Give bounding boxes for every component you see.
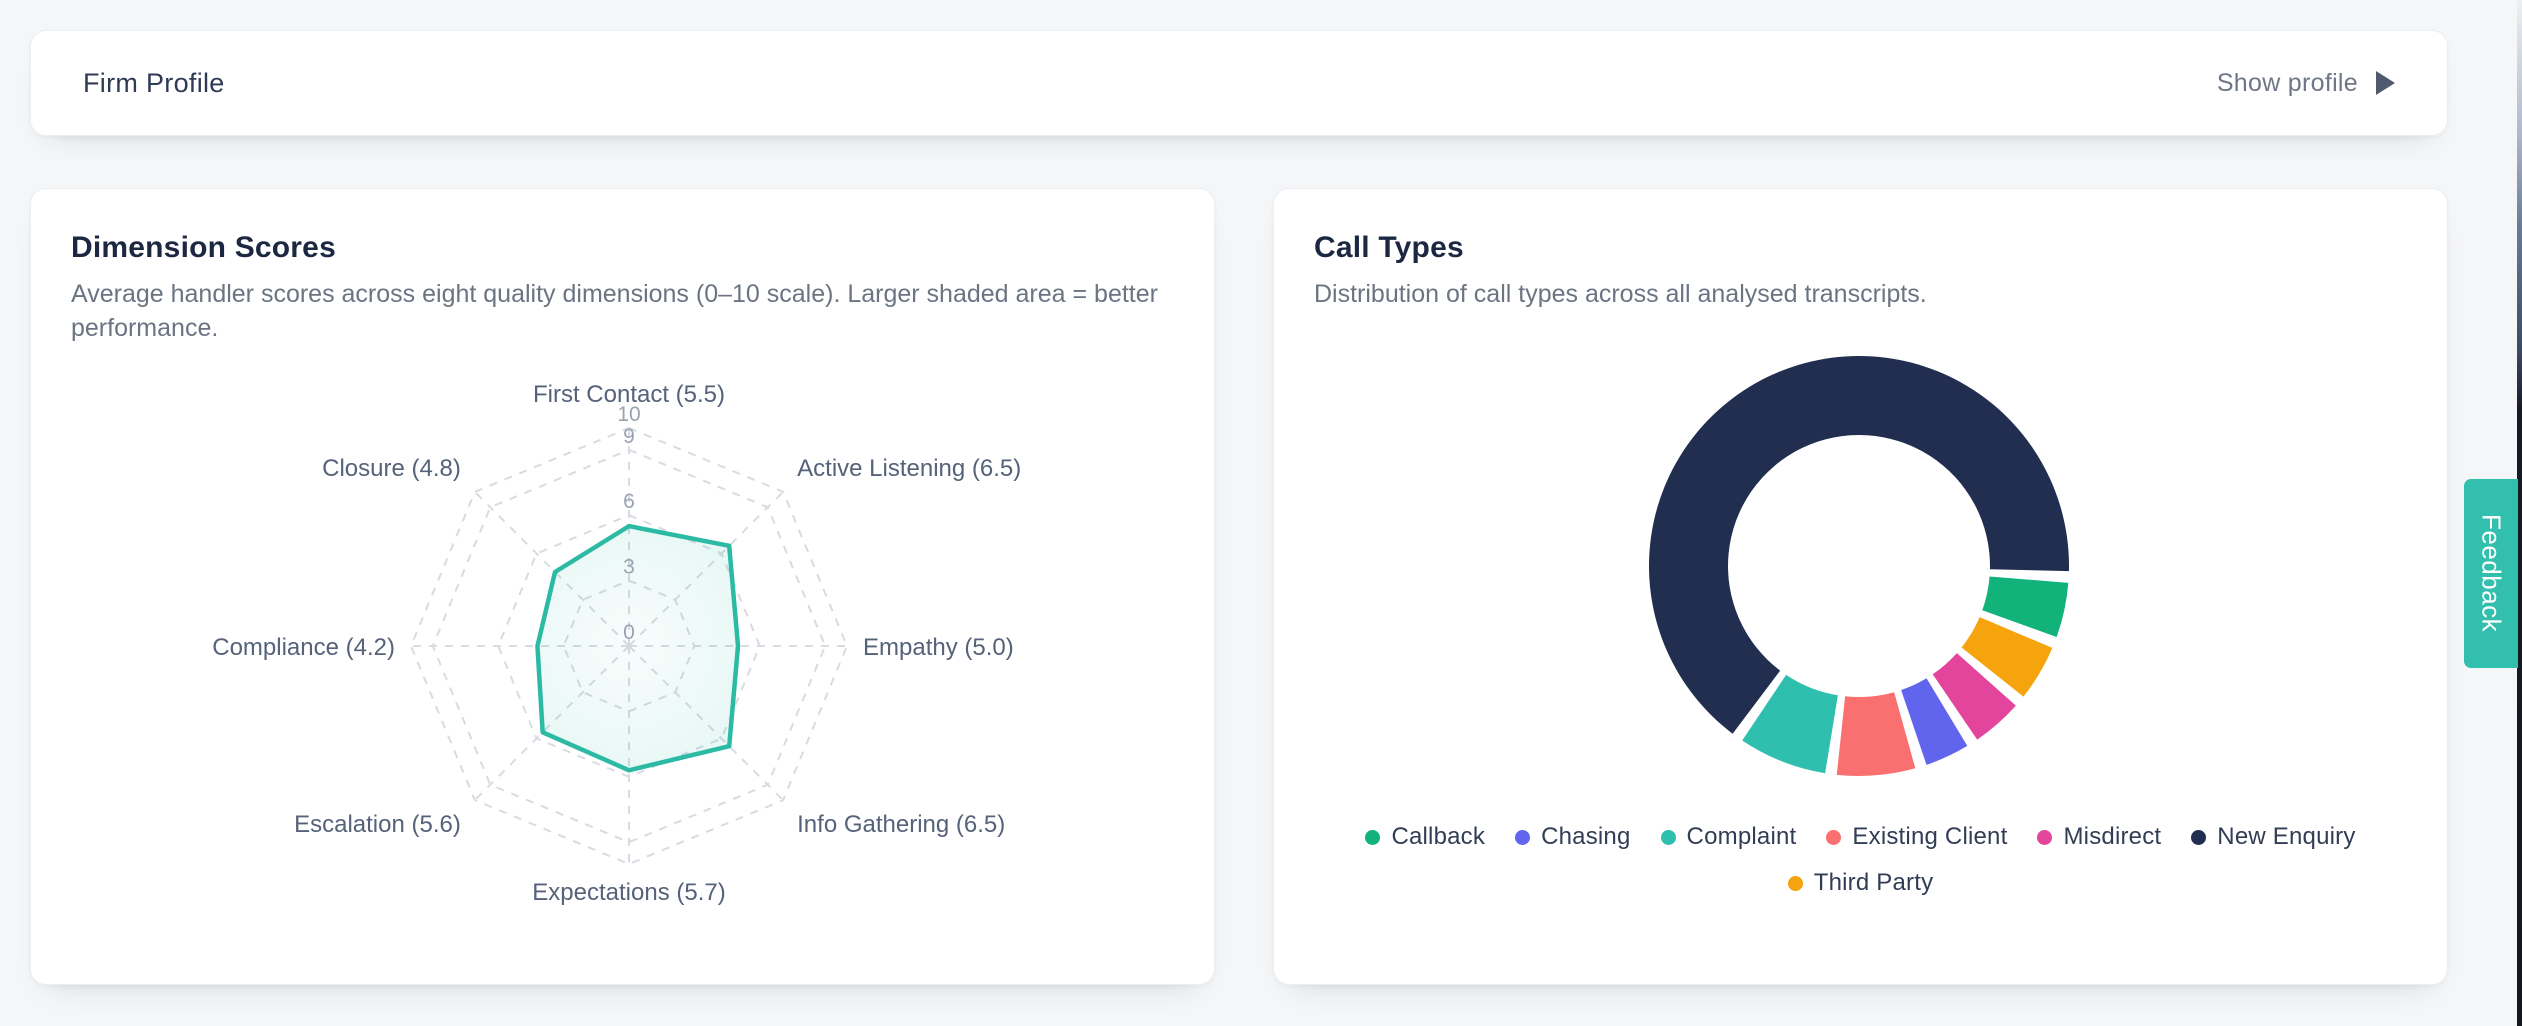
donut-slice-chasing [1901,678,1968,765]
feedback-tab-button[interactable]: Feedback [2464,479,2518,668]
radar-axis-label: Closure (4.8) [322,455,461,482]
legend-label: Third Party [1813,869,1934,896]
radar-grid-spoke [474,491,630,647]
legend-label: Callback [1391,823,1486,850]
radar-tick-label: 0 [623,621,635,644]
donut-slice-complaint [1742,674,1838,774]
dimension-scores-card: Dimension Scores Average handler scores … [30,188,1215,985]
radar-axis-label: Escalation (5.6) [294,811,461,838]
legend-dot-icon [1660,829,1676,845]
play-right-icon [2376,71,2395,95]
donut-slice-third-party [1961,617,2053,697]
radar-grid-ring [409,426,849,866]
dimension-scores-description: Average handler scores across eight qual… [71,280,1158,342]
radar-grid-ring [431,448,827,844]
legend-item-misdirect: Misdirect [2037,823,2161,851]
firm-profile-card: Firm Profile Show profile [30,30,2448,136]
legend-dot-icon [2037,829,2053,845]
legend-item-new-enquiry: New Enquiry [2191,823,2355,851]
radar-grid-spoke [474,645,630,801]
donut-slice-callback [1982,576,2069,637]
legend-item-existing-client: Existing Client [1826,823,2007,851]
legend-label: Chasing [1541,823,1631,850]
legend-row: Callback Chasing Complaint Existing Client M… [1365,821,2355,853]
radar-axis-label: First Contact (5.5) [533,381,725,408]
radar-grid-spoke [628,491,784,647]
legend-dot-icon [1787,875,1803,891]
legend-label: New Enquiry [2217,823,2356,850]
legend-dot-icon [1365,829,1381,845]
legend-row: Third Party [1787,867,1934,899]
call-types-card: Call Types Distribution of call types ac… [1273,188,2448,985]
radar-tick-label: 9 [623,425,635,448]
legend-item-complaint: Complaint [1660,823,1797,851]
show-profile-label: Show profile [2216,68,2358,97]
dimension-scores-title: Dimension Scores [71,231,336,264]
radar-axis-label: Expectations (5.7) [532,879,725,906]
legend-item-third-party: Third Party [1787,869,1934,897]
radar-tick-label: 3 [623,556,635,579]
call-types-description: Distribution of call types across all an… [1314,280,1927,308]
radar-tick-label: 10 [617,403,640,426]
radar-tick-label: 6 [623,490,635,513]
scrollbar[interactable] [2517,0,2522,1026]
donut-slice-existing-client [1836,692,1916,776]
radar-axis-label: Empathy (5.0) [863,634,1014,661]
legend-dot-icon [1515,829,1531,845]
radar-axis-label: Info Gathering (6.5) [797,811,1005,838]
legend-label: Existing Client [1852,823,2008,850]
donut-slice-new-enquiry [1649,356,2069,734]
donut-slice-misdirect [1932,653,2016,740]
legend-dot-icon [1826,829,1842,845]
show-profile-button[interactable]: Show profile [2217,69,2395,98]
firm-profile-title: Firm Profile [83,67,225,98]
donut-legend: Callback Chasing Complaint Existing Client M… [1274,821,2447,899]
legend-item-chasing: Chasing [1515,823,1630,851]
legend-item-callback: Callback [1365,823,1485,851]
radar-grid-ring [497,514,761,778]
legend-label: Complaint [1686,823,1797,850]
legend-label: Misdirect [2063,823,2162,850]
call-types-title: Call Types [1314,231,1464,264]
radar-axis-label: Active Listening (6.5) [797,455,1021,482]
legend-dot-icon [2191,829,2207,845]
radar-grid-spoke [628,645,784,801]
radar-axis-label: Compliance (4.2) [212,634,395,661]
radar-grid-ring [562,579,696,713]
radar-data-polygon [535,523,741,773]
